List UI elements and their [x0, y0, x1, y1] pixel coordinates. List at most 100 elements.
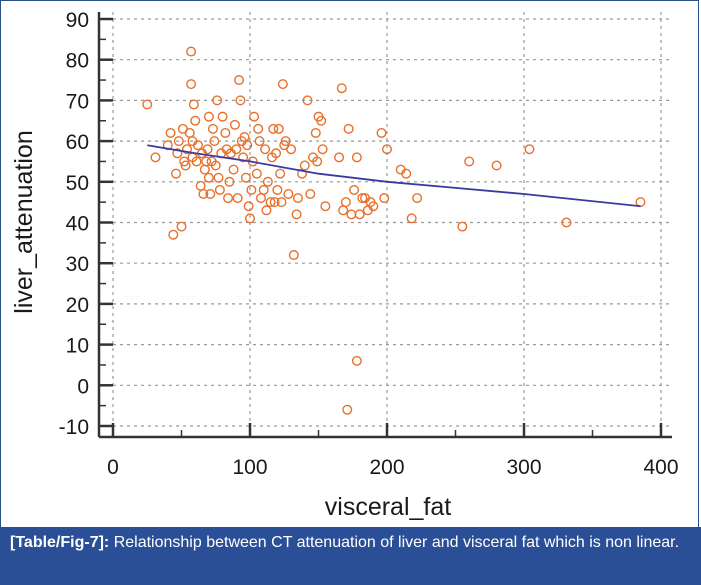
y-tick-label: 0 [77, 375, 89, 398]
data-point [246, 184, 257, 195]
data-point [217, 111, 228, 122]
data-point [254, 136, 265, 147]
data-point [188, 99, 199, 110]
y-tick-label: 10 [66, 335, 89, 358]
x-tick-label: 0 [107, 456, 119, 479]
data-point [171, 168, 182, 179]
data-point [213, 172, 224, 183]
data-point [280, 136, 291, 147]
grid [99, 12, 672, 437]
data-point [376, 127, 387, 138]
data-points [142, 46, 646, 415]
data-point [346, 209, 357, 220]
data-point [198, 189, 209, 200]
data-point [209, 136, 220, 147]
data-point [150, 152, 161, 163]
data-point [208, 123, 219, 134]
x-tick-label: 400 [643, 456, 678, 479]
data-point [186, 79, 197, 90]
data-point [190, 115, 201, 126]
data-point [234, 75, 245, 86]
data-point [173, 136, 184, 147]
y-tick-label: 90 [66, 9, 89, 32]
y-tick-label: -10 [59, 416, 89, 439]
y-tick-label: 40 [66, 213, 89, 236]
data-point [251, 168, 262, 179]
data-point [240, 172, 251, 183]
x-tick-label: 100 [232, 456, 267, 479]
data-point [186, 46, 197, 57]
data-point [224, 176, 235, 187]
x-tick-label: 200 [369, 456, 404, 479]
data-point [165, 127, 176, 138]
y-tick-label: 70 [66, 90, 89, 113]
data-point [336, 83, 347, 94]
y-axis-ticks: -10 0 10 20 30 40 50 60 70 80 90 [59, 9, 113, 439]
data-point [351, 152, 362, 163]
data-point [268, 123, 279, 134]
data-point [179, 156, 190, 167]
data-point [231, 144, 242, 155]
data-point [491, 160, 502, 171]
data-point [203, 172, 214, 183]
data-point [406, 213, 417, 224]
data-point [299, 160, 310, 171]
data-point [283, 189, 294, 200]
data-point [305, 189, 316, 200]
y-tick-label: 80 [66, 50, 89, 73]
data-point [457, 221, 468, 232]
data-point [260, 144, 271, 155]
x-tick-label: 300 [506, 456, 541, 479]
data-point [205, 189, 216, 200]
axis-corner [99, 425, 114, 437]
data-point [238, 152, 249, 163]
data-point [273, 123, 284, 134]
data-point [180, 160, 191, 171]
data-point [176, 221, 187, 232]
data-point [317, 144, 328, 155]
data-point [412, 193, 423, 204]
data-point [199, 164, 210, 175]
data-point [271, 148, 282, 159]
data-point [275, 168, 286, 179]
scatter-chart: -10 0 10 20 30 40 50 60 70 80 90 0 100 200 300 400 vis… [10, 9, 679, 521]
data-point [242, 140, 253, 151]
data-point [261, 205, 272, 216]
data-point [235, 95, 246, 106]
data-point [223, 193, 234, 204]
y-tick-label: 20 [66, 294, 89, 317]
data-point [302, 95, 313, 106]
data-point [265, 197, 276, 208]
data-point [191, 156, 202, 167]
data-point [316, 115, 327, 126]
caption-label: [Table/Fig-7]: [10, 534, 110, 551]
data-point [338, 205, 349, 216]
data-point [232, 193, 243, 204]
data-point [201, 156, 212, 167]
data-point [269, 197, 280, 208]
x-axis-title: visceral_fat [325, 493, 451, 521]
figure-caption: [Table/Fig-7]: Relationship between CT a… [0, 527, 701, 585]
data-point [228, 164, 239, 175]
data-point [184, 127, 195, 138]
data-point [464, 156, 475, 167]
data-point [243, 201, 254, 212]
data-point [258, 184, 269, 195]
data-point [253, 123, 264, 134]
data-point [354, 209, 365, 220]
data-point [195, 180, 206, 191]
data-point [351, 355, 362, 366]
data-point [249, 111, 260, 122]
data-point [312, 156, 323, 167]
data-point [202, 144, 213, 155]
data-point [181, 144, 192, 155]
caption-text: Relationship between CT attenuation of l… [109, 534, 680, 551]
data-point [276, 197, 287, 208]
data-point [220, 127, 231, 138]
data-point [401, 168, 412, 179]
y-tick-label: 30 [66, 253, 89, 276]
data-point [292, 193, 303, 204]
data-point [382, 144, 393, 155]
data-point [379, 193, 390, 204]
data-point [255, 193, 266, 204]
